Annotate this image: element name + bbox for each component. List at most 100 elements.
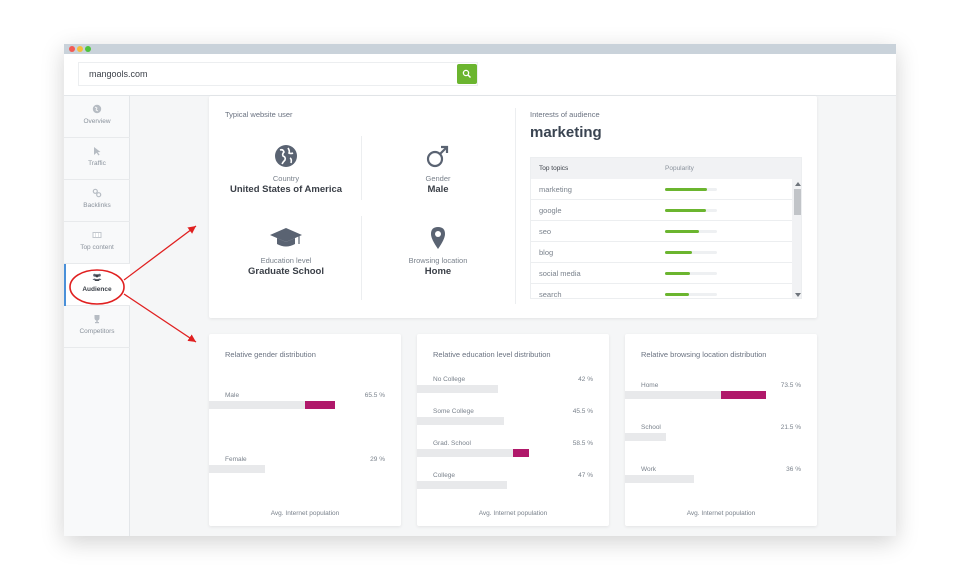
popularity-bar-fill [665, 293, 689, 296]
avg-population-bar [417, 417, 505, 425]
maximize-window-dot[interactable] [85, 46, 91, 52]
distribution-label: Work [641, 466, 657, 473]
search-button[interactable] [457, 64, 477, 84]
sidebar-item-traffic[interactable]: Traffic [64, 138, 130, 180]
sidebar-item-competitors[interactable]: Competitors [64, 306, 130, 348]
avg-population-bar [625, 433, 667, 441]
distribution-percent: 21.5 % [780, 424, 801, 431]
avg-internet-population-label: Avg. Internet population [478, 510, 548, 517]
topic-name: blog [539, 248, 554, 257]
sidebar-item-overview[interactable]: Overview [64, 96, 130, 138]
search-bar: mangools.com [64, 54, 896, 96]
sidebar-item-label: Traffic [88, 160, 106, 167]
popularity-bar [665, 293, 717, 296]
topic-row[interactable]: marketing [531, 179, 792, 200]
education-distribution-card: Relative education level distribution Av… [417, 334, 609, 526]
topic-row[interactable]: search [531, 284, 792, 299]
location-stat: Browsing location Home [363, 226, 513, 277]
education-label: Education level [260, 256, 312, 265]
divider [361, 136, 362, 200]
sidebar-item-top-content[interactable]: Top content [64, 222, 130, 264]
country-label: Country [272, 174, 300, 183]
gender-stat: Gender Male [363, 144, 513, 195]
distribution-percent: 47 % [578, 472, 593, 479]
male-icon [426, 145, 449, 168]
sidebar-item-label: Top content [80, 244, 114, 251]
topic-name: social media [539, 269, 581, 278]
gender-label: Gender [425, 174, 451, 183]
distribution-label: Some College [433, 408, 474, 415]
popularity-bar-fill [665, 230, 699, 233]
sidebar-item-label: Overview [83, 118, 111, 125]
graduation-cap-icon [270, 228, 302, 247]
interests-title: Interests of audience [530, 110, 600, 119]
sidebar: Overview Traffic Backlinks Top content A… [64, 96, 130, 536]
education-value: Graduate School [247, 266, 324, 277]
main-interest: marketing [530, 124, 602, 141]
search-icon [462, 69, 471, 78]
topic-row[interactable]: seo [531, 221, 792, 242]
popularity-bar [665, 188, 717, 191]
topic-row[interactable]: social media [531, 263, 792, 284]
popularity-bar-fill [665, 251, 693, 254]
avg-internet-population-label: Avg. Internet population [686, 510, 756, 517]
location-value: Home [424, 266, 452, 277]
popularity-bar-fill [665, 188, 708, 191]
minimize-window-dot[interactable] [77, 46, 83, 52]
distribution-percent: 65.5 % [364, 392, 385, 399]
search-input[interactable]: mangools.com [78, 62, 478, 86]
avg-internet-population-label: Avg. Internet population [270, 510, 340, 517]
education-distribution-title: Relative education level distribution [433, 350, 551, 359]
distribution-percent: 42 % [578, 376, 593, 383]
map-pin-icon [431, 227, 445, 249]
divider [361, 216, 362, 300]
topic-row[interactable]: blog [531, 242, 792, 263]
sidebar-item-audience[interactable]: Audience [64, 264, 130, 306]
globe-icon [92, 104, 102, 114]
country-value: United States of America [229, 184, 343, 195]
distribution-label: Male [225, 392, 240, 399]
distribution-percent: 29 % [370, 456, 385, 463]
popularity-bar [665, 251, 717, 254]
gender-value: Male [427, 184, 449, 195]
country-stat: Country United States of America [211, 144, 361, 195]
browser-window: mangools.com Overview Traffic Backlinks … [64, 44, 896, 536]
close-window-dot[interactable] [69, 46, 75, 52]
location-label: Browsing location [408, 256, 468, 265]
sidebar-item-label: Competitors [79, 328, 115, 335]
link-icon [92, 188, 102, 198]
scroll-thumb[interactable] [794, 189, 801, 215]
scroll-down-arrow-icon[interactable] [795, 293, 801, 297]
topics-scrollbar[interactable] [792, 179, 801, 298]
popularity-bar [665, 209, 717, 212]
topics-table-header: Top topics Popularity [531, 158, 801, 179]
sidebar-item-backlinks[interactable]: Backlinks [64, 180, 130, 222]
globe-icon [275, 145, 297, 167]
title-bar [64, 44, 896, 54]
avg-population-bar [417, 481, 508, 489]
topic-name: marketing [539, 185, 572, 194]
education-stat: Education level Graduate School [211, 226, 361, 277]
distribution-label: College [433, 472, 456, 479]
avg-population-bar [209, 465, 265, 473]
sidebar-item-label: Backlinks [83, 202, 111, 209]
avg-population-bar [625, 475, 695, 483]
popularity-bar [665, 272, 717, 275]
typical-user-title: Typical website user [225, 110, 293, 119]
topic-name: search [539, 290, 562, 299]
location-distribution-card: Relative browsing location distribution … [625, 334, 817, 526]
distribution-label: Home [641, 382, 659, 389]
users-icon [92, 273, 102, 281]
distribution-label: School [641, 424, 661, 431]
avg-population-bar [625, 391, 721, 399]
sidebar-item-label: Audience [82, 286, 112, 293]
col-popularity: Popularity [665, 165, 694, 172]
topic-row[interactable]: google [531, 200, 792, 221]
col-top-topics: Top topics [539, 165, 569, 172]
location-distribution-title: Relative browsing location distribution [641, 350, 767, 359]
gender-distribution-card: Relative gender distribution Avg. Intern… [209, 334, 401, 526]
distribution-label: Female [225, 456, 247, 463]
scroll-up-arrow-icon[interactable] [795, 182, 801, 186]
cursor-icon [94, 147, 101, 156]
above-average-bar [305, 401, 335, 409]
